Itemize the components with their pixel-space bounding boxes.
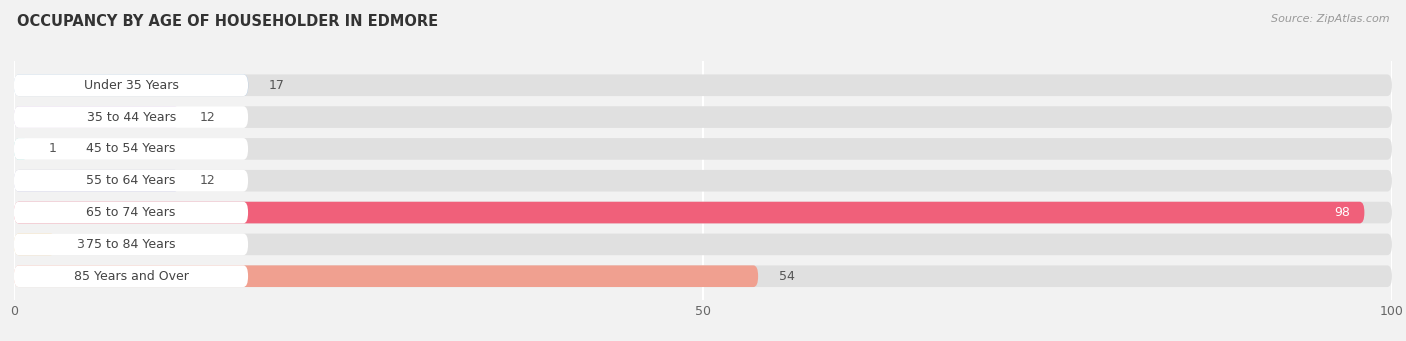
FancyBboxPatch shape <box>14 265 1392 287</box>
FancyBboxPatch shape <box>14 74 249 96</box>
Text: 75 to 84 Years: 75 to 84 Years <box>86 238 176 251</box>
FancyBboxPatch shape <box>14 234 247 255</box>
FancyBboxPatch shape <box>14 138 247 160</box>
FancyBboxPatch shape <box>14 138 1392 160</box>
FancyBboxPatch shape <box>14 265 247 287</box>
Text: 3: 3 <box>76 238 84 251</box>
FancyBboxPatch shape <box>14 106 247 128</box>
FancyBboxPatch shape <box>14 265 758 287</box>
Text: 55 to 64 Years: 55 to 64 Years <box>87 174 176 187</box>
FancyBboxPatch shape <box>14 170 180 192</box>
FancyBboxPatch shape <box>14 202 1392 223</box>
FancyBboxPatch shape <box>14 234 55 255</box>
FancyBboxPatch shape <box>14 202 247 223</box>
Text: 65 to 74 Years: 65 to 74 Years <box>87 206 176 219</box>
Text: 45 to 54 Years: 45 to 54 Years <box>87 143 176 155</box>
Text: 85 Years and Over: 85 Years and Over <box>73 270 188 283</box>
FancyBboxPatch shape <box>14 138 28 160</box>
Text: 1: 1 <box>48 143 56 155</box>
Text: 54: 54 <box>779 270 794 283</box>
FancyBboxPatch shape <box>14 234 1392 255</box>
Text: 17: 17 <box>269 79 285 92</box>
FancyBboxPatch shape <box>14 74 247 96</box>
FancyBboxPatch shape <box>14 202 1364 223</box>
Text: 12: 12 <box>200 110 217 123</box>
Text: Source: ZipAtlas.com: Source: ZipAtlas.com <box>1271 14 1389 24</box>
Text: 98: 98 <box>1334 206 1351 219</box>
Text: 12: 12 <box>200 174 217 187</box>
FancyBboxPatch shape <box>14 106 1392 128</box>
Text: 35 to 44 Years: 35 to 44 Years <box>87 110 176 123</box>
Text: Under 35 Years: Under 35 Years <box>84 79 179 92</box>
FancyBboxPatch shape <box>14 106 180 128</box>
FancyBboxPatch shape <box>14 74 1392 96</box>
FancyBboxPatch shape <box>14 170 247 192</box>
FancyBboxPatch shape <box>14 170 1392 192</box>
Text: OCCUPANCY BY AGE OF HOUSEHOLDER IN EDMORE: OCCUPANCY BY AGE OF HOUSEHOLDER IN EDMOR… <box>17 14 439 29</box>
